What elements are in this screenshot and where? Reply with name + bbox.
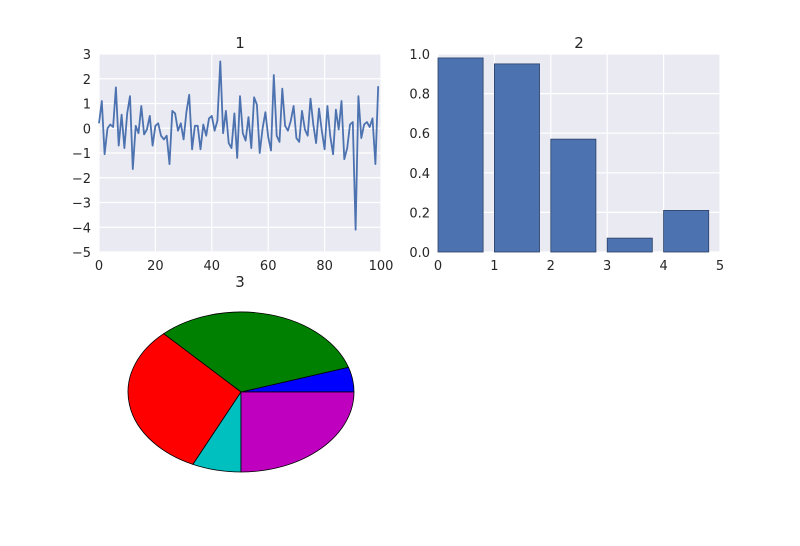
line-chart: 1 0 20 40 60 80 100 3 2 1 0 −1 −2 −3 −4 −5 xyxy=(72,34,394,274)
pie-slice xyxy=(163,311,349,393)
x-tick-label: 40 xyxy=(204,259,221,274)
pie-slice xyxy=(127,333,242,465)
y-tick-label: 0.0 xyxy=(409,246,430,261)
bar-chart: 2 0 1 2 3 4 5 1.0 0.8 0.6 0.4 0.2 0.0 xyxy=(409,34,724,274)
x-tick-label: 0 xyxy=(434,259,442,274)
x-tick-label: 100 xyxy=(369,259,394,274)
x-tick-label: 2 xyxy=(547,259,555,274)
y-tick-label: 2 xyxy=(83,73,91,88)
y-tick-label: −5 xyxy=(72,246,91,261)
y-tick-label: 0.2 xyxy=(409,206,430,221)
y-tick-label: 3 xyxy=(83,48,91,63)
y-tick-label: 1.0 xyxy=(409,48,430,63)
series-line xyxy=(98,60,380,231)
x-tick-label: 0 xyxy=(95,259,103,274)
pie-slice xyxy=(240,391,355,473)
x-tick-label: 1 xyxy=(490,259,498,274)
y-tick-label: 0.6 xyxy=(409,127,430,142)
y-tick-label: 0 xyxy=(83,122,91,137)
x-tick-label: 80 xyxy=(316,259,333,274)
y-tick-label: 1 xyxy=(83,98,91,113)
x-tick-label: 4 xyxy=(659,259,667,274)
bar xyxy=(437,57,484,253)
bar xyxy=(550,138,597,253)
chart-title-2: 2 xyxy=(574,34,584,52)
y-tick-label: −1 xyxy=(72,147,91,162)
pie-chart: 3 xyxy=(127,273,355,473)
bar xyxy=(493,63,540,253)
bar xyxy=(606,237,653,253)
x-tick-label: 5 xyxy=(716,259,724,274)
y-tick-label: 0.8 xyxy=(409,88,430,103)
x-tick-label: 60 xyxy=(260,259,277,274)
y-tick-label: 0.4 xyxy=(409,167,430,182)
y-tick-label: −4 xyxy=(72,221,91,236)
chart-title-3: 3 xyxy=(235,273,245,291)
y-tick-label: −2 xyxy=(72,172,91,187)
x-tick-label: 20 xyxy=(147,259,164,274)
y-tick-label: −3 xyxy=(72,197,91,212)
chart-title-1: 1 xyxy=(235,34,245,52)
bar xyxy=(663,210,710,253)
x-tick-label: 3 xyxy=(603,259,611,274)
